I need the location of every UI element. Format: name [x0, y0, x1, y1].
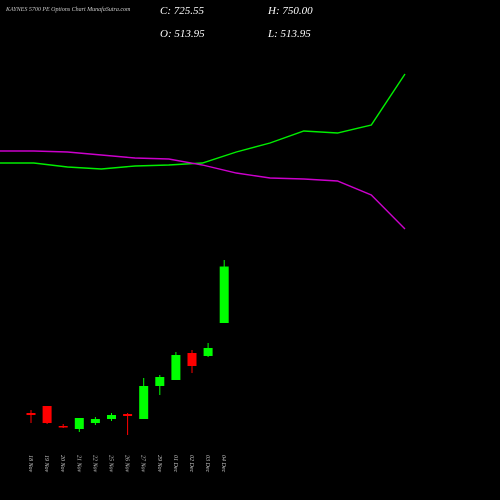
x-tick-label: 21 Nov — [75, 455, 81, 473]
candle-body — [58, 426, 68, 428]
candle-body — [203, 347, 213, 357]
x-tick-label: 22 Nov — [91, 455, 97, 473]
candle-body — [139, 385, 149, 420]
x-tick-label: 03 Dec — [204, 455, 210, 472]
chart-title: KAYNES 5700 PE Options Chart MunafaSutra… — [5, 6, 131, 13]
candle-body — [74, 417, 84, 429]
candle-body — [219, 266, 229, 323]
x-tick-label: 01 Dec — [172, 455, 178, 472]
x-tick-label: 27 Nov — [140, 455, 146, 473]
close-label: C: 725.55 — [160, 5, 205, 17]
x-tick-label: 29 Nov — [156, 455, 162, 473]
x-tick-label: 04 Dec — [220, 455, 227, 472]
x-tick-label: 02 Dec — [188, 455, 194, 472]
open-label: O: 513.95 — [160, 28, 205, 40]
candle-body — [107, 415, 116, 420]
candle-body — [26, 413, 36, 416]
candle-body — [187, 353, 197, 367]
candle-body — [171, 355, 181, 380]
high-label: H: 750.00 — [267, 5, 313, 17]
x-tick-label: 19 Nov — [43, 455, 49, 473]
candle-body — [90, 419, 100, 424]
x-tick-label: 25 Nov — [108, 455, 114, 473]
indicator-line — [0, 73, 406, 170]
candle-body — [42, 406, 52, 424]
candle-body — [123, 414, 133, 416]
x-tick-label: 20 Nov — [59, 455, 65, 473]
x-tick-label: 18 Nov — [27, 455, 33, 473]
indicator-line — [0, 150, 406, 230]
x-tick-label: 26 Nov — [124, 455, 130, 473]
candle-body — [155, 377, 165, 386]
low-label: L: 513.95 — [267, 28, 311, 40]
